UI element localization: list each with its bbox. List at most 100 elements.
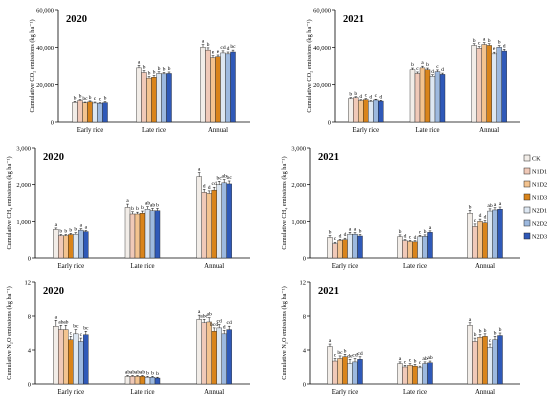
bar [373,99,379,123]
bar [129,213,136,259]
y-axis-label: Cumulative CH₄ emissions (kg ha⁻¹) [281,156,288,249]
bar [134,213,141,259]
bar [144,377,151,385]
bar [481,44,487,123]
significance-letter: c [94,96,97,102]
significance-letter: c [436,64,439,70]
significance-letter: b [359,229,362,235]
y-tick-label: 0 [51,120,54,127]
panel-year-label: 2020 [66,14,87,25]
category-label: Annual [479,127,499,134]
significance-letter: d [404,234,407,240]
significance-letter: a [138,59,141,65]
bar [487,210,493,259]
significance-letter: d [344,232,347,238]
legend-swatch [523,180,531,188]
bar [422,236,428,259]
y-tick-label: 8 [28,314,31,321]
category-label: Annual [208,127,228,134]
significance-letter: b [163,67,166,73]
bar [72,102,78,123]
significance-letter: d [339,233,342,239]
bar [68,339,74,385]
bar [358,100,364,123]
significance-letter: c [419,229,422,235]
bar [230,51,236,123]
significance-letter: b [499,327,502,333]
bar [136,67,142,123]
significance-letter: a [354,227,357,233]
bar [201,322,207,385]
bar [501,50,507,123]
significance-letter: a [421,60,424,66]
significance-letter: c [334,353,337,359]
bar [226,329,232,385]
bar [149,377,156,385]
bar [429,76,436,123]
significance-letter: c [70,330,73,336]
significance-letter: d [208,185,211,191]
bar [397,236,403,259]
significance-letter: e [217,49,220,55]
bar [427,362,433,385]
bar [482,336,488,385]
bar [412,241,418,259]
significance-letter: c [80,332,83,338]
category-label: Early rice [353,127,380,134]
bar [201,192,207,259]
significance-letter: b [156,371,159,377]
y-tick-label: 8 [303,314,306,321]
y-tick-label: 2,000 [291,182,306,189]
significance-letter: a [202,39,205,45]
significance-letter: a [329,338,332,344]
significance-letter: ab [487,203,492,209]
bar [342,239,348,259]
bar [68,234,74,259]
significance-letter: b [344,348,347,354]
bar [154,377,161,385]
significance-letter: b [474,332,477,338]
significance-letter: b [59,229,62,235]
bar [97,103,103,123]
y-tick-label: 40,000 [313,45,331,52]
bar [166,73,172,123]
significance-letter: a [399,356,402,362]
bar [412,365,418,385]
significance-letter: c [365,93,368,99]
significance-letter: a [80,223,83,229]
significance-letter: ab [125,370,130,376]
bar [210,57,216,123]
significance-letter: b [156,203,159,209]
panel-year-label: 2021 [318,286,339,297]
y-tick-label: 1,000 [16,219,31,226]
significance-letter: d [479,213,482,219]
significance-letter: cd [357,351,362,357]
significance-letter: b [148,71,151,77]
significance-letter: c [99,97,102,103]
significance-letter: b [494,330,497,336]
y-axis-label: Cumulative N₂O emissions (kg ha⁻¹) [6,286,13,379]
significance-letter: c [489,338,492,344]
bar [347,233,353,259]
bar [397,363,403,385]
y-tick-label: 0 [328,120,331,127]
bar [87,101,93,123]
significance-letter: a [126,198,129,204]
y-tick-label: 0 [28,256,31,263]
category-label: Early rice [77,127,104,134]
significance-letter: c [404,359,407,365]
y-tick-label: 2,000 [16,182,31,189]
category-label: Early rice [332,263,359,270]
significance-letter: ab [135,370,140,376]
bar [472,341,478,385]
bar [439,74,446,123]
legend-label: N1D1 [532,169,547,176]
category-label: Late rice [142,127,166,134]
significance-letter: c [474,218,477,224]
category-label: Late rice [131,389,155,396]
significance-letter: a [469,317,472,323]
significance-letter: d [369,95,372,101]
bar [407,241,413,259]
